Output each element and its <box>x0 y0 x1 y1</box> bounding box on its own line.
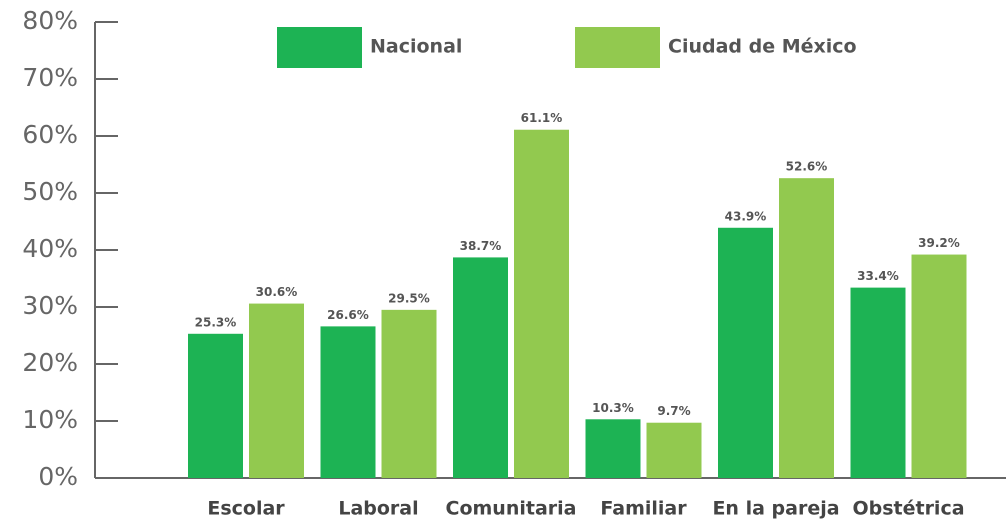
x-tick-label: Laboral <box>338 498 418 520</box>
y-tick-label: 10% <box>22 405 78 434</box>
data-label: 25.3% <box>195 315 237 329</box>
data-label: 39.2% <box>918 236 960 250</box>
legend-swatch <box>575 27 660 68</box>
y-tick-label: 20% <box>22 348 78 377</box>
bar <box>381 309 437 478</box>
data-label: 52.6% <box>786 160 828 174</box>
bar <box>249 303 304 478</box>
data-label: 33.4% <box>857 269 899 283</box>
bar <box>453 257 508 478</box>
x-tick-label: Obstétrica <box>852 498 964 520</box>
data-label: 10.3% <box>592 401 634 415</box>
bar <box>646 422 702 478</box>
y-tick-label: 50% <box>22 177 78 206</box>
data-label: 30.6% <box>256 285 298 299</box>
legend-label: Ciudad de México <box>668 36 857 58</box>
x-tick-label: Familiar <box>600 498 687 520</box>
data-label: 38.7% <box>460 239 502 253</box>
data-label: 43.9% <box>725 209 767 223</box>
data-label: 26.6% <box>327 308 369 322</box>
x-tick-label: En la pareja <box>712 498 839 520</box>
y-tick-label: 80% <box>22 6 78 35</box>
y-tick-label: 30% <box>22 291 78 320</box>
bar <box>779 178 834 478</box>
y-tick-label: 0% <box>38 462 78 491</box>
data-label: 61.1% <box>521 111 563 125</box>
bar <box>911 254 967 478</box>
x-tick-label: Comunitaria <box>446 498 577 520</box>
x-tick-label: Escolar <box>207 498 285 520</box>
bar <box>188 333 243 478</box>
bar <box>718 227 773 478</box>
y-tick-label: 60% <box>22 120 78 149</box>
bar <box>320 326 376 478</box>
y-tick-label: 40% <box>22 234 78 263</box>
legend-label: Nacional <box>370 36 462 58</box>
bar <box>585 419 641 478</box>
bar <box>514 129 569 479</box>
data-label: 29.5% <box>388 291 430 305</box>
data-label: 9.7% <box>657 404 690 418</box>
legend-swatch <box>277 27 362 68</box>
bar <box>850 287 906 478</box>
y-tick-label: 70% <box>22 63 78 92</box>
